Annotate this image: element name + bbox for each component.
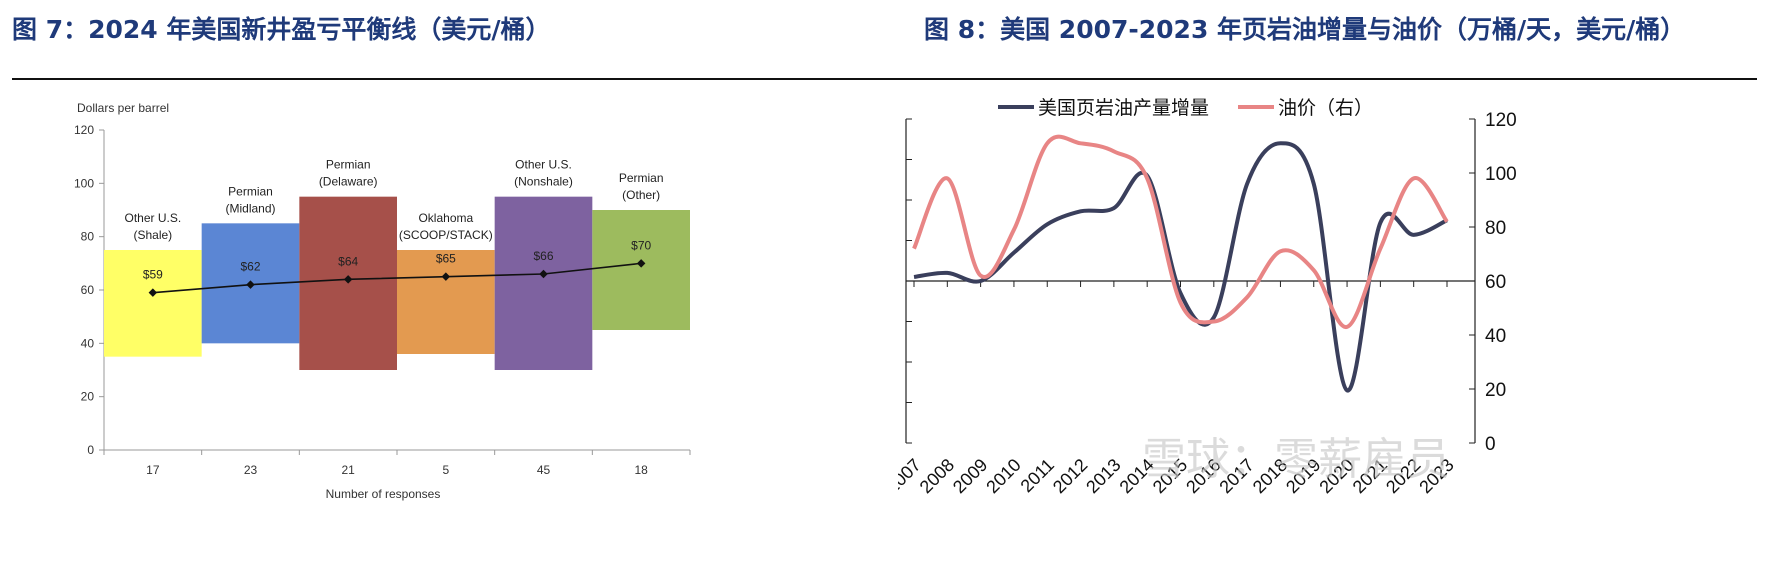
category-label: Permian xyxy=(619,171,664,185)
right-tick-label: 0 xyxy=(1485,434,1496,455)
bar-5 xyxy=(494,196,593,370)
figure-8-caption: 图 8：美国 2007-2023 年页岩油增量与油价（万桶/天，美元/桶） xyxy=(924,15,1686,44)
responses-label: 45 xyxy=(537,463,551,477)
category-label: (Other) xyxy=(622,188,660,202)
right-tick-label: 40 xyxy=(1485,326,1506,347)
right-tick-label: 120 xyxy=(1485,110,1517,131)
mean-point xyxy=(636,259,646,268)
mean-line xyxy=(152,262,642,294)
category-label: (Nonshale) xyxy=(514,175,573,189)
mean-point xyxy=(343,275,353,284)
mean-point xyxy=(148,288,158,297)
figure-7-title-rule xyxy=(12,78,870,80)
mean-point xyxy=(441,272,451,281)
figure-8-panel: 图 8：美国 2007-2023 年页岩油增量与油价（万桶/天，美元/桶） 20… xyxy=(808,0,1767,576)
y-axis-title: Dollars per barrel xyxy=(77,101,169,115)
x-tick-label: 2010 xyxy=(982,455,1024,497)
mean-label: $64 xyxy=(338,254,358,268)
mean-label: $59 xyxy=(143,268,163,282)
category-label: Other U.S. xyxy=(124,211,181,225)
y-tick-label: 120 xyxy=(74,123,94,137)
category-label: (Shale) xyxy=(133,228,172,242)
responses-label: 23 xyxy=(244,463,258,477)
category-label: (Delaware) xyxy=(319,175,378,189)
mean-label: $66 xyxy=(533,249,553,263)
bar-4 xyxy=(397,250,495,354)
figure-8-title-rule xyxy=(808,78,1757,80)
series-line-2 xyxy=(912,134,1449,329)
mean-point xyxy=(539,269,548,279)
y-tick-label: 20 xyxy=(81,390,95,404)
right-tick-label: 80 xyxy=(1485,218,1506,239)
y-tick-label: 0 xyxy=(87,443,94,457)
legend-label-2: 油价（右） xyxy=(1278,97,1373,119)
watermark: 雪球：零薪雇员 xyxy=(1142,434,1450,485)
category-label: Oklahoma xyxy=(418,211,473,225)
x-tick-label: 2013 xyxy=(1082,455,1124,497)
right-tick-label: 20 xyxy=(1485,380,1506,401)
legend-label-1: 美国页岩油产量增量 xyxy=(1038,97,1209,119)
responses-label: 5 xyxy=(442,463,449,477)
mean-label: $70 xyxy=(631,238,651,252)
series-line-1 xyxy=(913,141,1448,393)
category-label: Permian xyxy=(326,158,371,172)
y-tick-label: 100 xyxy=(74,176,94,190)
mean-label: $65 xyxy=(436,252,456,266)
y-tick-label: 80 xyxy=(81,230,95,244)
breakeven-chart: Dollars per barrel 0 20 40 60 80 100 120 Other U… xyxy=(74,101,691,501)
right-tick-label: 60 xyxy=(1485,272,1506,293)
y-tick-label: 40 xyxy=(81,336,95,350)
mean-point xyxy=(246,280,255,289)
x-tick-label: 2008 xyxy=(916,455,958,497)
bar-6 xyxy=(592,210,690,330)
bar-1 xyxy=(104,250,202,357)
category-label: Other U.S. xyxy=(515,158,572,172)
category-label: Permian xyxy=(228,184,273,198)
shale-oil-price-chart: 200150100500-50-100-150-2001201008060402… xyxy=(898,97,1517,497)
category-label: (Midland) xyxy=(225,201,275,215)
x-axis-title: Number of responses xyxy=(326,487,441,501)
x-tick-label: 2007 xyxy=(898,455,925,497)
x-tick-label: 2011 xyxy=(1017,455,1059,497)
mean-label: $62 xyxy=(240,260,260,274)
figure-7-panel: 图 7：2024 年美国新井盈亏平衡线（美元/桶） Dollars per ba… xyxy=(0,0,870,576)
right-tick-label: 100 xyxy=(1485,164,1517,185)
x-tick-label: 2012 xyxy=(1049,455,1091,497)
x-tick-label: 2009 xyxy=(949,455,991,497)
responses-label: 17 xyxy=(146,463,160,477)
responses-label: 21 xyxy=(341,463,355,477)
figure-7-caption: 图 7：2024 年美国新井盈亏平衡线（美元/桶） xyxy=(12,15,551,44)
responses-label: 18 xyxy=(634,463,648,477)
category-label: (SCOOP/STACK) xyxy=(399,228,493,242)
y-tick-label: 60 xyxy=(81,283,95,297)
